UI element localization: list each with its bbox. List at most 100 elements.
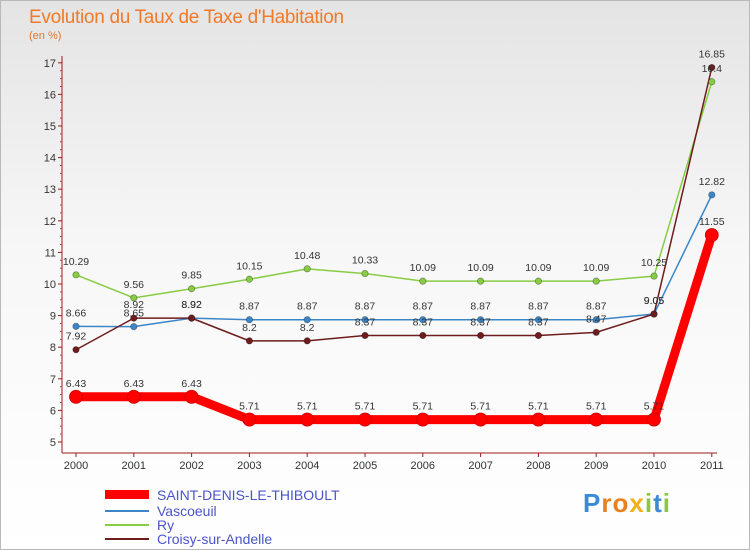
- data-label-3: 9.05: [644, 295, 665, 307]
- legend-swatch-ry: [105, 523, 149, 526]
- data-label-0: 5.71: [355, 401, 376, 413]
- x-tick-label: 2009: [584, 460, 608, 472]
- data-point-2: [72, 271, 80, 279]
- series-line-1: [75, 194, 713, 328]
- legend-label-croisy: Croisy-sur-Andelle: [157, 530, 273, 547]
- data-point-1: [130, 323, 138, 331]
- data-label-1: 8.87: [586, 301, 607, 313]
- data-label-1: 8.87: [413, 301, 434, 313]
- data-point-1: [534, 316, 543, 324]
- data-label-3: 8.92: [181, 299, 202, 311]
- logo-letter: P: [583, 488, 602, 518]
- data-point-0: [531, 412, 546, 427]
- chart-subtitle: (en %): [29, 30, 62, 42]
- y-tick-label: 17: [44, 58, 56, 70]
- data-point-1: [303, 316, 311, 324]
- data-point-0: [126, 389, 141, 404]
- x-tick-label: 2002: [179, 460, 203, 472]
- data-point-2: [188, 285, 196, 293]
- data-point-2: [303, 265, 311, 273]
- data-label-2: 10.09: [467, 262, 493, 274]
- data-point-3: [72, 346, 80, 354]
- data-point-1: [419, 316, 427, 324]
- x-tick-label: 2000: [64, 460, 88, 472]
- data-label-2: 10.29: [63, 256, 89, 268]
- data-label-1: 8.65: [124, 308, 145, 320]
- y-tick-label: 10: [44, 279, 56, 291]
- data-point-1: [592, 316, 600, 324]
- data-label-2: 9.85: [181, 270, 202, 282]
- data-label-2: 10.15: [236, 260, 262, 272]
- data-point-3: [130, 314, 138, 322]
- data-label-2: 9.56: [124, 279, 145, 291]
- data-point-1: [361, 316, 369, 324]
- data-point-0: [473, 412, 488, 427]
- data-label-3: 8.92: [124, 299, 145, 311]
- data-label-0: 5.71: [470, 401, 491, 413]
- data-point-1: [245, 316, 253, 324]
- data-point-0: [300, 412, 315, 427]
- data-point-0: [69, 389, 83, 404]
- legend-item-vascoeuil: Vascoeuil: [105, 503, 217, 519]
- data-point-3: [592, 328, 600, 336]
- data-label-0: 5.71: [644, 401, 665, 413]
- data-point-3: [303, 337, 311, 345]
- data-label-2: 10.09: [583, 262, 609, 274]
- legend-swatch-saint-denis: [105, 490, 149, 499]
- data-point-2: [534, 277, 543, 285]
- data-label-3: 7.92: [66, 331, 87, 343]
- data-point-2: [476, 277, 485, 285]
- data-label-2: 16.4: [702, 63, 723, 75]
- series-line-2: [75, 81, 713, 299]
- y-tick-label: 16: [44, 89, 56, 101]
- y-tick-label: 7: [50, 374, 56, 386]
- legend-label-saint-denis: SAINT-DENIS-LE-THIBOULT: [157, 486, 340, 503]
- legend-item-saint-denis: SAINT-DENIS-LE-THIBOULT: [105, 486, 340, 503]
- data-label-3: 8.37: [470, 317, 491, 329]
- y-tick-label: 14: [44, 153, 56, 165]
- legend-item-croisy: Croisy-sur-Andelle: [105, 530, 273, 547]
- data-point-2: [245, 275, 253, 283]
- data-point-3: [361, 331, 369, 340]
- data-point-2: [361, 269, 369, 278]
- x-tick-label: 2006: [411, 460, 435, 472]
- legend-item-ry: Ry: [105, 517, 174, 533]
- data-label-0: 5.71: [528, 401, 549, 413]
- data-point-0: [647, 412, 661, 427]
- data-point-2: [650, 272, 658, 280]
- data-label-0: 6.43: [181, 378, 202, 390]
- x-tick-label: 2005: [353, 460, 377, 472]
- data-label-0: 5.71: [297, 401, 318, 413]
- data-label-2: 10.09: [410, 262, 436, 274]
- legend-swatch-vascoeuil: [105, 509, 149, 512]
- y-tick-label: 13: [44, 184, 56, 196]
- logo-letter: i: [662, 488, 671, 518]
- data-label-1: 8.87: [239, 301, 260, 313]
- proxiti-logo: Proxiti: [583, 488, 671, 519]
- data-point-0: [242, 412, 257, 427]
- data-point-2: [708, 78, 716, 86]
- data-label-2: 10.33: [352, 255, 378, 267]
- data-label-1: 8.87: [297, 301, 318, 313]
- data-label-3: 8.37: [355, 317, 376, 329]
- data-label-3: 8.37: [528, 317, 549, 329]
- data-point-0: [358, 412, 372, 427]
- data-label-1: 8.92: [181, 299, 202, 311]
- logo-letter: x: [629, 488, 645, 518]
- data-point-0: [415, 412, 430, 427]
- y-tick-label: 12: [44, 216, 56, 228]
- data-label-1: 8.66: [66, 307, 87, 319]
- x-tick-label: 2003: [237, 460, 261, 472]
- data-label-3: 8.2: [300, 322, 315, 334]
- x-tick-label: 2007: [468, 460, 492, 472]
- data-point-3: [534, 331, 543, 340]
- data-point-0: [704, 228, 719, 242]
- y-tick-label: 6: [50, 405, 56, 417]
- logo-letter: t: [653, 488, 663, 518]
- legend-swatch-croisy: [105, 537, 149, 540]
- y-tick-label: 5: [50, 437, 56, 449]
- x-tick-label: 2004: [295, 460, 319, 472]
- logo-letter: o: [612, 488, 630, 518]
- data-label-0: 5.71: [413, 401, 434, 413]
- series-line-0: [76, 233, 717, 425]
